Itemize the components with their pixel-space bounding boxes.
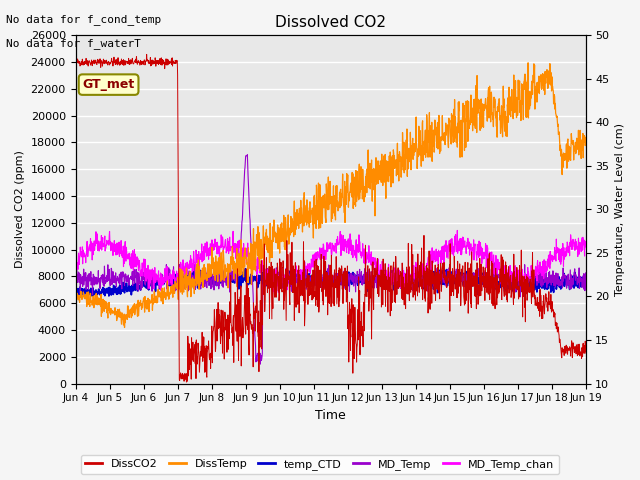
- Text: No data for f_waterT: No data for f_waterT: [6, 38, 141, 49]
- Legend: DissCO2, DissTemp, temp_CTD, MD_Temp, MD_Temp_chan: DissCO2, DissTemp, temp_CTD, MD_Temp, MD…: [81, 455, 559, 474]
- Y-axis label: Temperature, Water Level (cm): Temperature, Water Level (cm): [615, 123, 625, 296]
- Text: GT_met: GT_met: [83, 78, 135, 91]
- X-axis label: Time: Time: [315, 409, 346, 422]
- Text: No data for f_cond_temp: No data for f_cond_temp: [6, 14, 162, 25]
- Title: Dissolved CO2: Dissolved CO2: [275, 15, 386, 30]
- Y-axis label: Dissolved CO2 (ppm): Dissolved CO2 (ppm): [15, 151, 25, 268]
